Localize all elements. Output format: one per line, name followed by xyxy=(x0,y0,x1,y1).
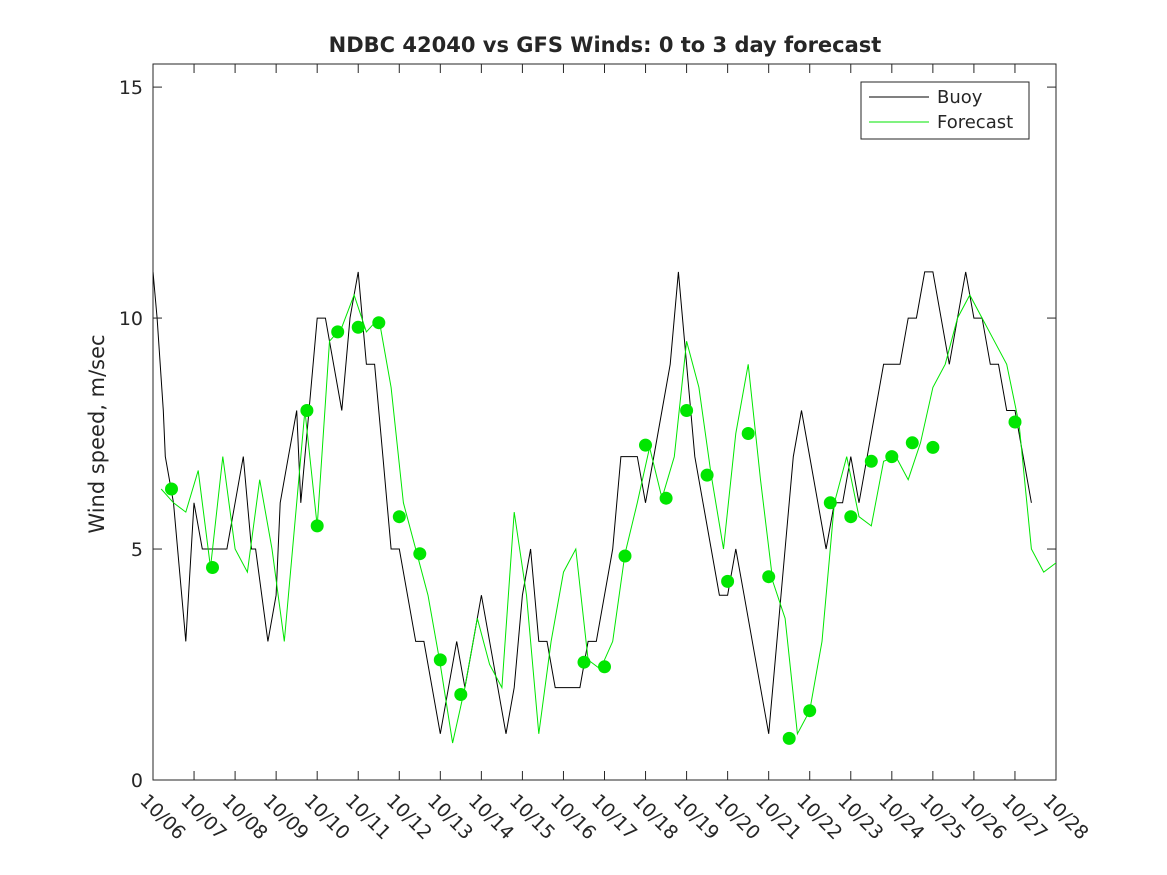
series-line-buoy xyxy=(153,271,1032,734)
forecast-point xyxy=(618,549,632,563)
marker-layer xyxy=(165,316,1022,745)
forecast-point xyxy=(762,570,776,584)
forecast-point xyxy=(577,655,591,669)
forecast-point xyxy=(413,547,427,561)
forecast-point xyxy=(782,731,796,745)
y-tick-label: 0 xyxy=(131,770,143,792)
forecast-point xyxy=(639,438,652,452)
forecast-point xyxy=(844,510,858,524)
forecast-point xyxy=(598,660,611,674)
forecast-point xyxy=(823,496,837,510)
forecast-point xyxy=(1008,415,1022,429)
forecast-point xyxy=(433,653,447,667)
forecast-point xyxy=(721,574,735,588)
forecast-point xyxy=(659,491,673,505)
forecast-point xyxy=(372,316,386,330)
legend-forecast-label: Forecast xyxy=(937,112,1013,133)
forecast-point xyxy=(680,404,694,417)
forecast-point xyxy=(864,454,878,468)
forecast-point xyxy=(926,440,940,454)
legend: Buoy Forecast xyxy=(860,81,1030,140)
y-tick-label: 10 xyxy=(119,308,143,330)
forecast-point xyxy=(300,404,314,417)
y-tick-label: 5 xyxy=(131,539,143,561)
forecast-point xyxy=(885,450,899,464)
legend-box xyxy=(860,81,1030,140)
forecast-point xyxy=(165,482,178,496)
forecast-point xyxy=(310,519,324,533)
series-layer xyxy=(153,271,1056,744)
y-tick-label: 15 xyxy=(119,77,143,99)
legend-buoy-label: Buoy xyxy=(937,87,983,108)
forecast-point xyxy=(206,561,219,574)
y-axis-label: Wind speed, m/sec xyxy=(85,334,109,533)
forecast-point xyxy=(392,510,406,524)
chart-title: NDBC 42040 vs GFS Winds: 0 to 3 day fore… xyxy=(329,33,882,57)
series-line-forecast xyxy=(160,293,1056,744)
forecast-point xyxy=(905,436,919,450)
forecast-point xyxy=(741,427,755,440)
forecast-point xyxy=(351,320,365,334)
forecast-point xyxy=(331,325,345,339)
forecast-point xyxy=(803,704,817,718)
forecast-point xyxy=(454,688,468,701)
forecast-point xyxy=(700,468,714,482)
